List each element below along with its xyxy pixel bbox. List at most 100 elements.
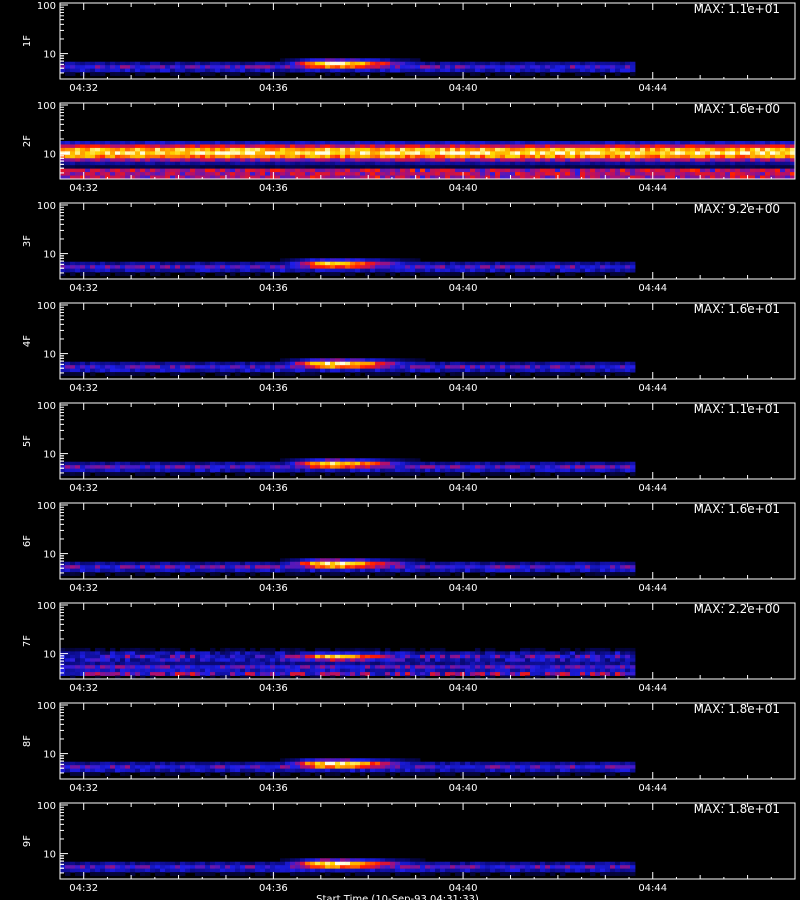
heat-cell — [360, 68, 366, 73]
heat-cell — [380, 161, 386, 166]
heat-cell — [400, 58, 406, 63]
heat-cell — [525, 61, 531, 66]
heat-cell — [395, 261, 401, 266]
heat-cell — [295, 651, 301, 656]
heat-cell — [70, 361, 76, 366]
heat-cell — [530, 261, 536, 266]
heat-cell — [730, 172, 736, 176]
heat-cell — [130, 141, 136, 145]
heat-cell — [560, 165, 566, 170]
heat-cell — [565, 265, 571, 270]
heat-cell — [515, 141, 521, 145]
heat-cell — [390, 654, 396, 659]
heat-cell — [630, 165, 636, 170]
heat-cell — [90, 172, 96, 176]
heat-cell — [565, 651, 571, 656]
heat-cell — [520, 141, 526, 145]
heat-cell — [455, 61, 461, 66]
heat-cell — [585, 61, 591, 66]
heat-cell — [785, 144, 791, 149]
heat-cell — [605, 154, 611, 159]
heat-cell — [465, 565, 471, 570]
x-tick-label: 04:44 — [638, 583, 667, 594]
heat-cell — [465, 175, 471, 180]
heat-cell — [140, 472, 146, 476]
heat-cell — [600, 147, 606, 152]
heat-cell — [525, 647, 531, 652]
heat-cell — [340, 161, 346, 166]
heat-cell — [685, 175, 691, 180]
heat-cell — [185, 172, 191, 176]
heat-cell — [65, 468, 71, 473]
heat-cell — [85, 468, 91, 473]
heat-cell — [375, 141, 381, 145]
heat-cell — [555, 361, 561, 366]
heat-cell — [100, 468, 106, 473]
heat-cell — [325, 661, 331, 666]
heat-cell — [160, 661, 166, 666]
heat-cell — [600, 141, 606, 145]
heat-cell — [460, 168, 466, 173]
heat-cell — [90, 661, 96, 666]
heat-cell — [705, 147, 711, 152]
heat-cell — [635, 165, 641, 170]
heat-cell — [125, 661, 131, 666]
heat-cell — [110, 144, 116, 149]
heat-cell — [260, 651, 266, 656]
heat-cell — [340, 147, 346, 152]
heat-cell — [775, 161, 781, 166]
heat-cell — [490, 165, 496, 170]
heat-cell — [560, 465, 566, 470]
heat-cell — [375, 161, 381, 166]
heat-cell — [590, 175, 596, 180]
heat-cell — [425, 144, 431, 149]
heat-cell — [405, 361, 411, 366]
heat-cell — [585, 168, 591, 173]
heat-cell — [610, 651, 616, 656]
heat-cell — [340, 58, 346, 63]
heat-cell — [310, 654, 316, 659]
heat-cell — [515, 268, 521, 273]
heat-cell — [520, 68, 526, 73]
heat-cell — [555, 158, 561, 163]
heat-cell — [540, 372, 546, 376]
heat-cell — [275, 365, 281, 370]
heat-cell — [205, 565, 211, 570]
heat-cell — [625, 568, 631, 573]
heat-cell — [330, 661, 336, 666]
heat-cell — [280, 461, 286, 466]
heat-cell — [370, 68, 376, 73]
heat-cell — [260, 465, 266, 470]
heat-cell — [295, 654, 301, 659]
heat-cell — [430, 175, 436, 180]
heat-cell — [165, 61, 171, 66]
heat-cell — [470, 65, 476, 70]
heat-cell — [650, 158, 656, 163]
heat-cell — [85, 161, 91, 166]
heat-cell — [600, 658, 606, 663]
heat-cell — [275, 161, 281, 166]
heat-cell — [640, 158, 646, 163]
heat-cell — [330, 465, 336, 470]
heat-cell — [245, 361, 251, 366]
heat-cell — [490, 465, 496, 470]
heat-cell — [105, 161, 111, 166]
heat-cell — [380, 268, 386, 273]
heat-cell — [425, 561, 431, 566]
heat-cell — [180, 565, 186, 570]
heat-cell — [145, 565, 151, 570]
heat-cell — [570, 168, 576, 173]
heat-cell — [485, 651, 491, 656]
heat-cell — [440, 72, 446, 76]
heat-cell — [415, 654, 421, 659]
heat-cell — [370, 175, 376, 180]
heat-cell — [140, 141, 146, 145]
heat-cell — [295, 261, 301, 266]
heat-cell — [375, 458, 381, 463]
heat-cell — [555, 468, 561, 473]
heat-cell — [205, 175, 211, 180]
heat-cell — [345, 141, 351, 145]
heat-cell — [590, 65, 596, 70]
heat-cell — [85, 144, 91, 149]
heat-cell — [415, 158, 421, 163]
